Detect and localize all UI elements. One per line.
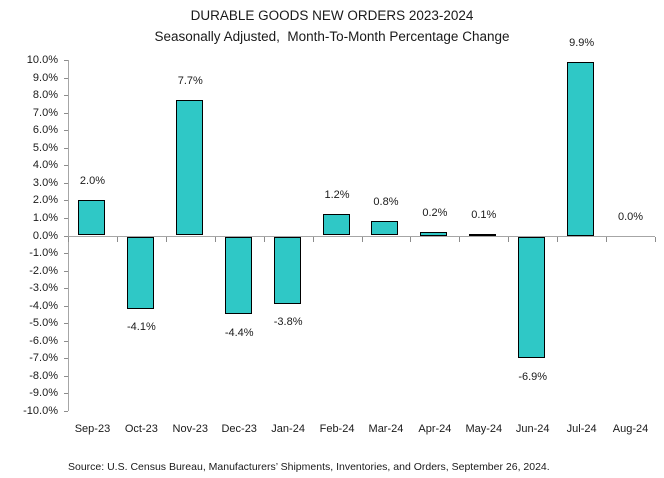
bar-mar-24 — [371, 221, 399, 236]
chart-title: DURABLE GOODS NEW ORDERS 2023-2024 — [190, 8, 474, 23]
y-tick — [64, 165, 68, 167]
x-tick — [410, 236, 411, 242]
y-tick-label: 9.0% — [32, 71, 58, 84]
bar-jun-24 — [518, 236, 546, 358]
y-tick — [64, 253, 68, 255]
y-tick — [64, 77, 68, 79]
x-tick-label: Dec-23 — [221, 423, 257, 435]
y-tick-label: 7.0% — [32, 106, 58, 119]
x-tick-label: May-24 — [465, 423, 503, 435]
source-note: Source: U.S. Census Bureau, Manufacturer… — [68, 461, 550, 473]
bar-value-label: -3.8% — [273, 316, 303, 329]
y-tick — [64, 60, 68, 61]
y-tick — [64, 112, 68, 114]
x-tick — [459, 236, 460, 242]
x-tick-label: Sep-23 — [74, 423, 111, 435]
bar-value-label: -4.4% — [224, 326, 254, 339]
y-tick — [64, 235, 68, 237]
bar-value-label: 0.0% — [617, 210, 644, 223]
bar-apr-24 — [420, 231, 448, 236]
y-tick-label: 5.0% — [32, 141, 58, 154]
x-tick — [362, 236, 363, 242]
bar-oct-23 — [126, 236, 154, 309]
x-tick — [68, 236, 69, 242]
bar-feb-24 — [322, 214, 350, 236]
y-tick — [64, 340, 68, 342]
x-tick — [655, 236, 656, 242]
x-tick — [557, 236, 558, 242]
x-tick-label: Jun-24 — [515, 423, 550, 435]
y-tick-label: 1.0% — [32, 211, 58, 224]
y-tick — [64, 288, 68, 290]
y-tick-label: 4.0% — [32, 159, 58, 172]
chart-subtitle: Seasonally Adjusted, Month-To-Month Perc… — [154, 29, 510, 44]
bar-value-label: 7.7% — [177, 75, 203, 88]
y-tick-label: -3.0% — [29, 282, 58, 295]
y-tick-label: -9.0% — [29, 387, 58, 400]
y-tick-label: -1.0% — [29, 247, 58, 260]
y-tick — [64, 130, 68, 132]
y-tick — [64, 375, 68, 377]
zero-axis-line — [68, 235, 655, 237]
bar-value-label: 0.8% — [373, 196, 399, 209]
bar-dec-23 — [224, 236, 252, 314]
y-tick — [64, 95, 68, 97]
y-tick-label: -10.0% — [23, 405, 58, 417]
x-tick — [215, 236, 216, 242]
bar-value-label: 1.2% — [324, 189, 350, 202]
x-tick — [313, 236, 314, 242]
y-tick-label: 2.0% — [32, 194, 58, 207]
bar-value-label: -6.9% — [518, 370, 548, 383]
x-tick-label: Nov-23 — [172, 423, 209, 435]
bar-value-label: 0.1% — [471, 208, 497, 221]
x-tick — [117, 236, 118, 242]
x-tick-label: Mar-24 — [368, 423, 404, 435]
bar-value-label: 2.0% — [79, 175, 105, 188]
x-tick-label: Jul-24 — [566, 423, 597, 435]
x-tick — [508, 236, 509, 242]
x-tick-label: Oct-23 — [124, 423, 158, 435]
bar-sep-23 — [77, 200, 105, 236]
y-tick — [64, 200, 68, 202]
x-tick — [166, 236, 167, 242]
y-tick — [64, 393, 68, 395]
x-tick-label: Jan-24 — [271, 423, 305, 435]
bar-value-label: 9.9% — [569, 36, 595, 49]
y-tick-label: 10.0% — [26, 54, 58, 66]
y-tick-label: -8.0% — [29, 369, 58, 382]
y-tick-label: 3.0% — [32, 176, 58, 189]
y-tick-label: -5.0% — [29, 317, 58, 330]
bar-jul-24 — [567, 61, 595, 236]
y-tick — [64, 358, 68, 360]
bar-value-label: -4.1% — [127, 321, 156, 334]
y-tick — [64, 323, 68, 325]
y-tick — [64, 182, 68, 184]
y-tick-label: -6.0% — [29, 334, 58, 347]
bar-nov-23 — [175, 100, 203, 236]
y-tick-label: 6.0% — [32, 124, 58, 137]
plot-area — [68, 60, 656, 411]
x-tick-label: Apr-24 — [418, 423, 452, 435]
x-tick-label: Aug-24 — [612, 423, 649, 435]
bar-jan-24 — [273, 236, 301, 304]
y-tick — [64, 270, 68, 272]
y-tick — [64, 217, 68, 219]
y-tick-label: 0.0% — [32, 229, 58, 242]
bar-may-24 — [469, 233, 497, 236]
y-tick — [64, 147, 68, 149]
x-tick-label: Feb-24 — [319, 423, 355, 435]
y-tick-label: -4.0% — [29, 299, 58, 312]
x-tick — [264, 236, 265, 242]
y-tick-label: 8.0% — [32, 89, 58, 102]
y-tick-label: -2.0% — [29, 264, 58, 277]
bar-value-label: 0.2% — [422, 206, 448, 219]
x-tick — [606, 236, 607, 242]
y-tick — [64, 305, 68, 307]
y-tick-label: -7.0% — [29, 352, 58, 365]
y-tick — [64, 411, 68, 412]
